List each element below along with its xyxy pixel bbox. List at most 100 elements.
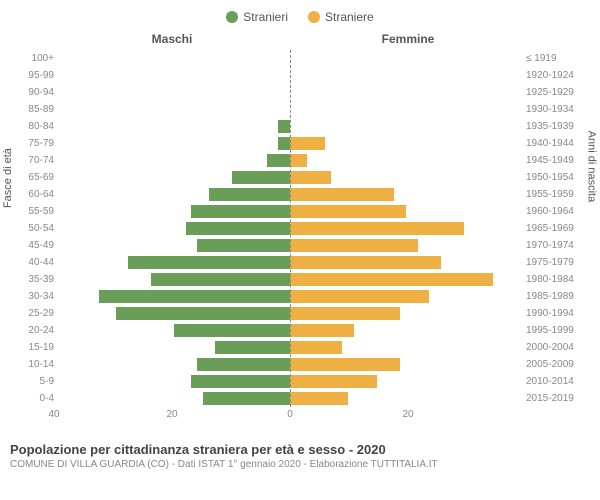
age-label: 30-34	[10, 291, 58, 302]
footer: Popolazione per cittadinanza straniera p…	[10, 442, 590, 470]
bar-female	[290, 205, 406, 218]
chart-row: 5-9 2010-2014	[10, 373, 590, 390]
column-headers: Maschi Femmine	[10, 32, 590, 46]
bar-female	[290, 188, 394, 201]
bar-female	[290, 273, 493, 286]
age-label: 0-4	[10, 393, 58, 404]
bar-female	[290, 222, 464, 235]
bar-male	[128, 256, 290, 269]
chart-row: 35-391980-1984	[10, 271, 590, 288]
bar-female	[290, 392, 348, 405]
bar-male	[99, 290, 290, 303]
bar-male	[191, 205, 290, 218]
bar-male	[232, 171, 290, 184]
year-label: 1990-1994	[522, 308, 590, 319]
chart-row: 85-89 1930-1934	[10, 101, 590, 118]
year-label: 1935-1939	[522, 121, 590, 132]
year-label: 1960-1964	[522, 206, 590, 217]
chart: Fasce di età Anni di nascita Maschi Femm…	[10, 32, 590, 432]
bar-male	[197, 239, 290, 252]
year-label: 1975-1979	[522, 257, 590, 268]
legend-label-male: Stranieri	[243, 10, 288, 24]
bar-female	[290, 171, 331, 184]
chart-row: 40-44 1975-1979	[10, 254, 590, 271]
age-label: 95-99	[10, 70, 58, 81]
year-label: 1985-1989	[522, 291, 590, 302]
chart-row: 75-79 1940-1944	[10, 135, 590, 152]
age-label: 15-19	[10, 342, 58, 353]
legend-item-male: Stranieri	[226, 10, 288, 24]
year-label: 1955-1959	[522, 189, 590, 200]
bar-male	[278, 120, 290, 133]
age-label: 70-74	[10, 155, 58, 166]
bar-male	[116, 307, 290, 320]
x-tick: 0	[287, 409, 293, 420]
chart-subtitle: COMUNE DI VILLA GUARDIA (CO) - Dati ISTA…	[10, 459, 590, 470]
bar-female	[290, 290, 429, 303]
year-label: 1950-1954	[522, 172, 590, 183]
swatch-female	[308, 11, 320, 23]
year-label: 2010-2014	[522, 376, 590, 387]
age-label: 20-24	[10, 325, 58, 336]
x-tick: 40	[48, 409, 59, 420]
chart-row: 25-29 1990-1994	[10, 305, 590, 322]
age-label: 85-89	[10, 104, 58, 115]
age-label: 75-79	[10, 138, 58, 149]
chart-row: 65-691950-1954	[10, 169, 590, 186]
chart-row: 100+ ≤ 1919	[10, 50, 590, 67]
legend-label-female: Straniere	[325, 10, 374, 24]
age-label: 5-9	[10, 376, 58, 387]
age-label: 55-59	[10, 206, 58, 217]
bar-female	[290, 307, 400, 320]
chart-row: 90-941925-1929	[10, 84, 590, 101]
bar-male	[191, 375, 290, 388]
bar-male	[267, 154, 290, 167]
age-label: 50-54	[10, 223, 58, 234]
chart-rows: 100+≤ 191995-991920-192490-941925-192985…	[10, 50, 590, 407]
bar-male	[215, 341, 290, 354]
swatch-male	[226, 11, 238, 23]
bar-male	[151, 273, 290, 286]
year-label: ≤ 1919	[522, 53, 590, 64]
year-label: 2005-2009	[522, 359, 590, 370]
age-label: 45-49	[10, 240, 58, 251]
legend: Stranieri Straniere	[10, 10, 590, 24]
bar-female	[290, 324, 354, 337]
age-label: 40-44	[10, 257, 58, 268]
legend-item-female: Straniere	[308, 10, 374, 24]
x-tick: 20	[166, 409, 177, 420]
bar-female	[290, 375, 377, 388]
age-label: 60-64	[10, 189, 58, 200]
year-label: 1920-1924	[522, 70, 590, 81]
chart-row: 30-34 1985-1989	[10, 288, 590, 305]
chart-row: 20-241995-1999	[10, 322, 590, 339]
x-tick: 20	[402, 409, 413, 420]
year-label: 1925-1929	[522, 87, 590, 98]
age-label: 100+	[10, 53, 58, 64]
chart-row: 55-59 1960-1964	[10, 203, 590, 220]
bar-female	[290, 137, 325, 150]
age-label: 10-14	[10, 359, 58, 370]
chart-row: 15-19 2000-2004	[10, 339, 590, 356]
chart-row: 60-64 1955-1959	[10, 186, 590, 203]
chart-row: 70-74 1945-1949	[10, 152, 590, 169]
year-label: 1940-1944	[522, 138, 590, 149]
bar-female	[290, 239, 418, 252]
bar-male	[197, 358, 290, 371]
year-label: 1945-1949	[522, 155, 590, 166]
year-label: 1980-1984	[522, 274, 590, 285]
header-female: Femmine	[290, 32, 526, 46]
chart-row: 45-491970-1974	[10, 237, 590, 254]
year-label: 2015-2019	[522, 393, 590, 404]
bar-male	[278, 137, 290, 150]
x-axis-ticks: 4020020	[54, 409, 526, 423]
bar-male	[186, 222, 290, 235]
year-label: 2000-2004	[522, 342, 590, 353]
age-label: 80-84	[10, 121, 58, 132]
chart-row: 95-99 1920-1924	[10, 67, 590, 84]
bar-male	[174, 324, 290, 337]
year-label: 1930-1934	[522, 104, 590, 115]
age-label: 25-29	[10, 308, 58, 319]
year-label: 1965-1969	[522, 223, 590, 234]
chart-row: 0-4 2015-2019	[10, 390, 590, 407]
